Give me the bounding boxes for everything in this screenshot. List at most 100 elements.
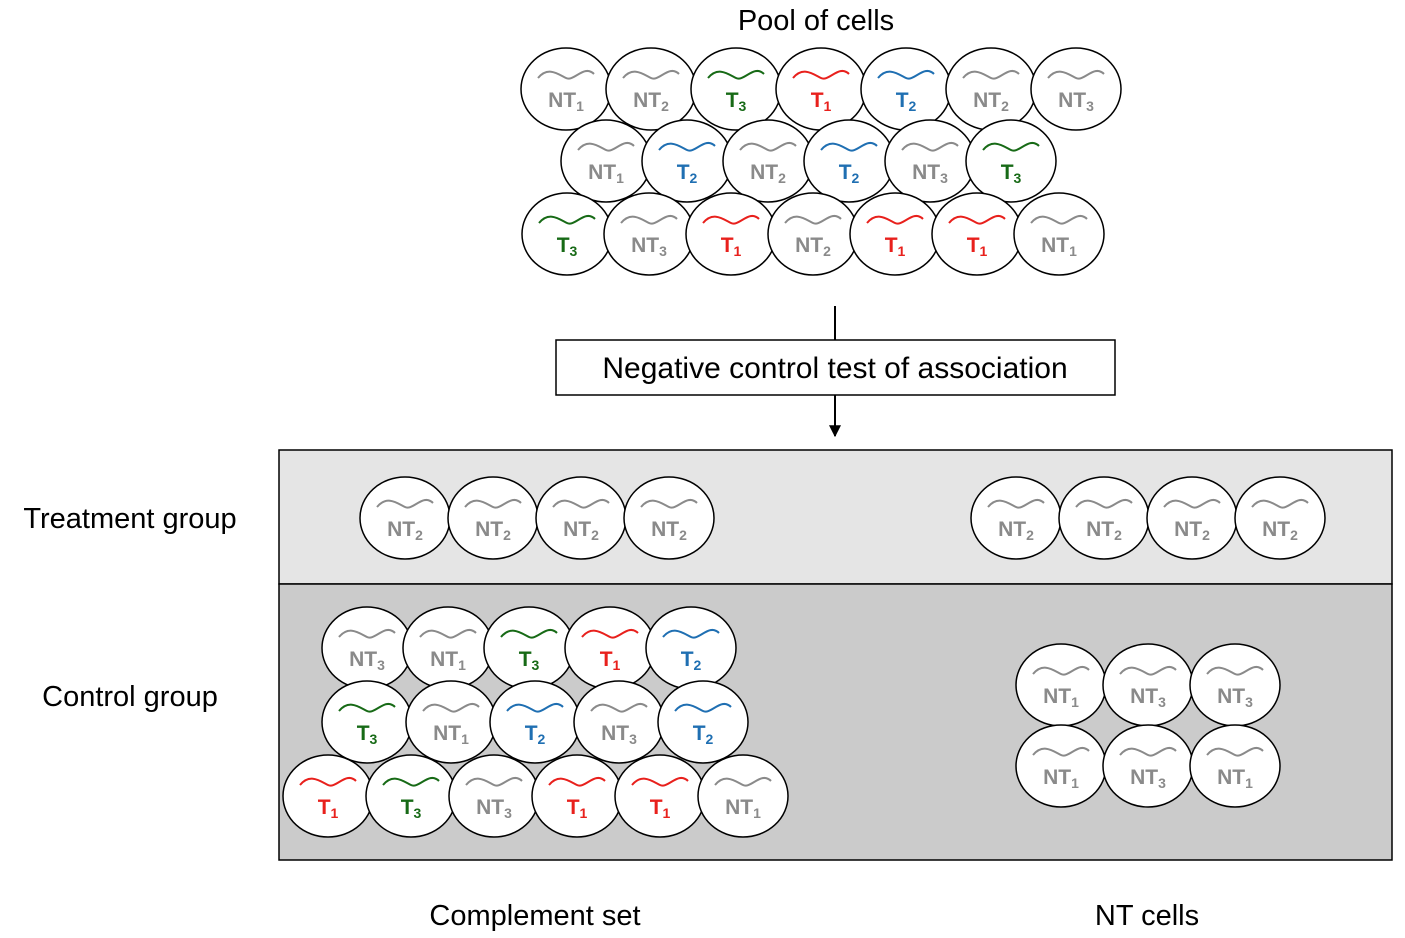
transcript-wave-icon xyxy=(1119,665,1177,676)
cell-label: NT2 xyxy=(475,518,511,543)
cell-label: NT3 xyxy=(1130,685,1166,710)
cell-label: NT3 xyxy=(912,161,948,186)
transcript-wave-icon xyxy=(590,702,648,713)
cell-label: NT1 xyxy=(725,796,761,821)
cell-t1: T1 xyxy=(282,754,374,838)
cell-nt2: NT2 xyxy=(535,476,627,560)
cell-label: T1 xyxy=(885,234,906,259)
cell-label: T1 xyxy=(967,234,988,259)
pool-title: Pool of cells xyxy=(738,5,894,37)
transcript-wave-icon xyxy=(382,776,440,787)
transcript-wave-icon xyxy=(674,702,732,713)
transcript-wave-icon xyxy=(1047,69,1105,80)
transcript-wave-icon xyxy=(465,776,523,787)
transcript-wave-icon xyxy=(338,628,396,639)
control-group-label: Control group xyxy=(42,681,218,713)
treatment-complement-cluster: NT2 NT2 NT2 NT2 xyxy=(359,476,715,560)
cell-t1: T1 xyxy=(614,754,706,838)
cell-t1: T1 xyxy=(775,47,867,131)
transcript-wave-icon xyxy=(987,498,1045,509)
transcript-wave-icon xyxy=(1206,746,1264,757)
cell-label: NT3 xyxy=(349,648,385,673)
cell-outline xyxy=(1234,476,1326,560)
cell-outline xyxy=(1189,724,1281,808)
cell-nt2: NT2 xyxy=(1146,476,1238,560)
cell-label: T1 xyxy=(650,796,671,821)
cell-outline xyxy=(965,119,1057,203)
cell-nt1: NT1 xyxy=(402,606,494,690)
cell-label: T1 xyxy=(318,796,339,821)
cell-outline xyxy=(697,754,789,838)
cell-label: NT3 xyxy=(631,234,667,259)
cell-nt2: NT2 xyxy=(1058,476,1150,560)
transcript-wave-icon xyxy=(338,702,396,713)
cell-label: T1 xyxy=(600,648,621,673)
transcript-wave-icon xyxy=(702,214,760,225)
transcript-wave-icon xyxy=(707,69,765,80)
transcript-wave-icon xyxy=(792,69,850,80)
cell-outline xyxy=(623,476,715,560)
transcript-wave-icon xyxy=(1251,498,1309,509)
step-label: Negative control test of association xyxy=(602,352,1067,385)
transcript-wave-icon xyxy=(620,214,678,225)
cell-nt2: NT2 xyxy=(1234,476,1326,560)
cell-nt3: NT3 xyxy=(1102,643,1194,727)
cell-label: NT2 xyxy=(998,518,1034,543)
control-complement-cluster: NT3 NT1 T3 T1 T2 T3 NT1 T2 NT3 T2 T1 T3 NT3 T1 T1 NT1 xyxy=(282,606,789,838)
transcript-wave-icon xyxy=(901,141,959,152)
cell-label: T2 xyxy=(681,648,702,673)
cell-nt3: NT3 xyxy=(1102,724,1194,808)
treatment-nt-cluster: NT2 NT2 NT2 NT2 xyxy=(970,476,1326,560)
cell-nt1: NT1 xyxy=(405,680,497,764)
pool-cell-cluster: NT1 NT2 T3 T1 T2 NT2 NT3 NT1 T2 NT2 T2 NT3 T3 T3 NT3 T1… xyxy=(520,47,1122,276)
transcript-wave-icon xyxy=(581,628,639,639)
cell-label: NT2 xyxy=(563,518,599,543)
treatment-group-label: Treatment group xyxy=(23,503,236,535)
cell-nt2: NT2 xyxy=(447,476,539,560)
transcript-wave-icon xyxy=(784,214,842,225)
cell-t2: T2 xyxy=(489,680,581,764)
cell-t2: T2 xyxy=(645,606,737,690)
cell-label: NT2 xyxy=(973,89,1009,114)
cell-label: NT2 xyxy=(795,234,831,259)
transcript-wave-icon xyxy=(739,141,797,152)
cell-nt2: NT2 xyxy=(605,47,697,131)
cell-t1: T1 xyxy=(564,606,656,690)
transcript-wave-icon xyxy=(1032,746,1090,757)
cell-label: NT2 xyxy=(1174,518,1210,543)
cell-t3: T3 xyxy=(521,192,613,276)
cell-label: NT1 xyxy=(588,161,624,186)
control-nt-cluster: NT1 NT3 NT3 NT1 NT3 NT1 xyxy=(1015,643,1281,808)
cell-nt2: NT2 xyxy=(767,192,859,276)
transcript-wave-icon xyxy=(376,498,434,509)
cell-label: NT1 xyxy=(1217,766,1253,791)
cell-label: NT1 xyxy=(1041,234,1077,259)
cell-nt1: NT1 xyxy=(1189,724,1281,808)
transcript-wave-icon xyxy=(631,776,689,787)
transcript-wave-icon xyxy=(422,702,480,713)
cell-label: NT1 xyxy=(1043,766,1079,791)
cell-label: NT2 xyxy=(750,161,786,186)
cell-label: T2 xyxy=(839,161,860,186)
cell-nt1: NT1 xyxy=(1015,724,1107,808)
cell-nt2: NT2 xyxy=(970,476,1062,560)
transcript-wave-icon xyxy=(662,628,720,639)
cell-label: T1 xyxy=(567,796,588,821)
cell-nt3: NT3 xyxy=(321,606,413,690)
cell-nt3: NT3 xyxy=(448,754,540,838)
cell-outline xyxy=(657,680,749,764)
cell-nt3: NT3 xyxy=(573,680,665,764)
cell-nt2: NT2 xyxy=(722,119,814,203)
transcript-wave-icon xyxy=(714,776,772,787)
cell-nt3: NT3 xyxy=(603,192,695,276)
cell-label: T3 xyxy=(726,89,747,114)
cell-label: NT2 xyxy=(387,518,423,543)
cell-t3: T3 xyxy=(690,47,782,131)
complement-set-label: Complement set xyxy=(429,900,640,932)
cell-label: T3 xyxy=(357,722,378,747)
transcript-wave-icon xyxy=(948,214,1006,225)
transcript-wave-icon xyxy=(1119,746,1177,757)
cell-label: T2 xyxy=(693,722,714,747)
transcript-wave-icon xyxy=(1030,214,1088,225)
